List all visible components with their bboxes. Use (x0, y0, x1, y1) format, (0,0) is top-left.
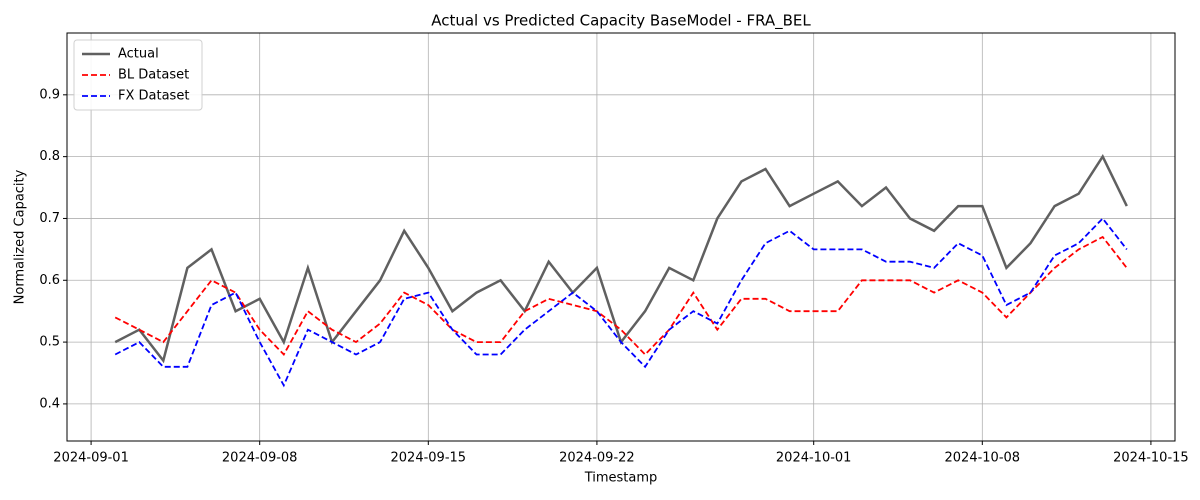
y-tick-label: 0.6 (39, 273, 60, 288)
x-tick-label: 2024-09-22 (559, 451, 635, 466)
series-line (114, 235, 1128, 356)
y-tick-label: 0.7 (39, 211, 60, 226)
x-tick-label: 2024-09-01 (53, 451, 129, 466)
y-tick-label: 0.5 (39, 335, 60, 350)
x-tick-label: 2024-10-01 (776, 451, 852, 466)
series-line (114, 154, 1128, 364)
legend: Actual BL Dataset FX Dataset (73, 39, 203, 111)
plot-frame (66, 32, 1176, 442)
x-tick-label: 2024-10-15 (1113, 451, 1189, 466)
y-axis-label: Normalized Capacity (13, 169, 28, 304)
y-tick-label: 0.9 (39, 87, 60, 102)
x-axis-label: Timestamp (584, 471, 658, 486)
legend-label: Actual (118, 47, 159, 62)
legend-box (73, 39, 203, 111)
y-tick-label: 0.8 (39, 149, 60, 164)
chart-title: Actual vs Predicted Capacity BaseModel -… (431, 12, 811, 31)
x-tick-label: 2024-10-08 (945, 451, 1021, 466)
series-line (114, 217, 1128, 388)
legend-label: BL Dataset (118, 68, 189, 83)
y-tick-label: 0.4 (39, 396, 60, 411)
legend-label: FX Dataset (118, 89, 189, 104)
x-tick-label: 2024-09-08 (222, 451, 298, 466)
x-tick-label: 2024-09-15 (391, 451, 467, 466)
